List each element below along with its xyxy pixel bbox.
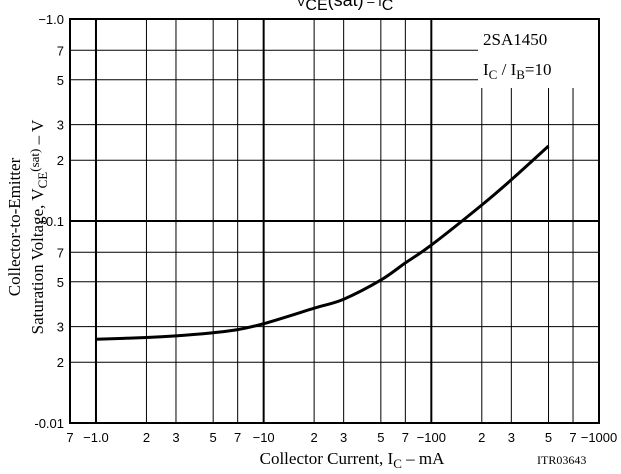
title-c-sub: C (382, 0, 394, 14)
title-ce-sub: CE (305, 0, 327, 14)
y-axis-label-line2: Saturation Voltage, VCE(sat) – V (27, 119, 50, 334)
annotation-condition: IC / IB=10 (483, 60, 552, 82)
title-v: V (297, 0, 306, 9)
x-tick-label: −100 (417, 430, 446, 445)
x-tick-label: 5 (377, 430, 384, 445)
y-axis-ticks: −1.0 7 5 3 2 −0.1 7 5 3 2 -0.01 (34, 12, 64, 431)
x-tick-label: 3 (172, 430, 179, 445)
x-tick-label: −1000 (581, 430, 618, 445)
y-axis-label-line1: Collector-to-Emitter (5, 157, 24, 296)
y-tick-label: −1.0 (38, 12, 64, 27)
figure-code: ITR03643 (537, 453, 586, 467)
y-tick-label: 2 (57, 355, 64, 370)
annotation-device: 2SA1450 (483, 30, 547, 49)
x-tick-label: 2 (143, 430, 150, 445)
chart-title: VCE(sat) – IC (297, 0, 394, 14)
x-tick-label: 3 (508, 430, 515, 445)
x-tick-label: 7 (569, 430, 576, 445)
x-tick-label: 2 (311, 430, 318, 445)
x-axis-ticks: 7 −1.0 2 3 5 7 −10 2 3 5 7 −100 2 3 5 7 −1000 (66, 430, 617, 445)
x-tick-label: 7 (234, 430, 241, 445)
y-tick-label: 7 (57, 245, 64, 260)
x-tick-label: −1.0 (83, 430, 109, 445)
y-tick-label: 3 (57, 320, 64, 335)
x-tick-label: 3 (340, 430, 347, 445)
x-tick-label: 7 (66, 430, 73, 445)
series-line (95, 144, 550, 341)
x-tick-label: 5 (210, 430, 217, 445)
x-tick-label: 5 (545, 430, 552, 445)
y-tick-label: 3 (57, 118, 64, 133)
title-dash: – I (364, 0, 382, 9)
plot-frame (69, 18, 600, 424)
x-tick-label: 2 (478, 430, 485, 445)
x-tick-label: −10 (253, 430, 275, 445)
title-sat: (sat) (328, 0, 364, 10)
y-tick-label: 5 (57, 73, 64, 88)
y-tick-label: -0.01 (34, 416, 64, 431)
curve-layer (95, 144, 550, 341)
y-tick-label: 7 (57, 43, 64, 58)
y-tick-label: 2 (57, 153, 64, 168)
y-tick-label: 5 (57, 275, 64, 290)
x-axis-label: Collector Current, IC – mA (260, 449, 446, 471)
x-tick-label: 7 (402, 430, 409, 445)
annotation-box (478, 19, 599, 88)
y-tick-label: −0.1 (38, 214, 64, 229)
